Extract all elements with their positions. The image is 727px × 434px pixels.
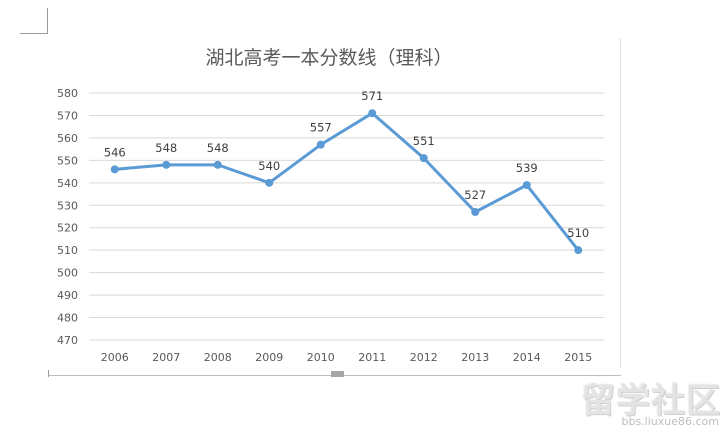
y-tick-label: 540 — [57, 177, 78, 190]
data-point — [316, 140, 325, 149]
y-tick-label: 490 — [57, 289, 78, 302]
y-tick-label: 480 — [57, 312, 78, 325]
x-tick-label: 2011 — [358, 351, 386, 364]
data-point — [162, 160, 171, 169]
data-label: 510 — [567, 226, 589, 240]
data-point — [368, 109, 377, 118]
data-point — [265, 178, 274, 187]
y-tick-label: 570 — [57, 109, 78, 122]
data-point — [471, 208, 480, 217]
y-tick-label: 560 — [57, 132, 78, 145]
data-label: 557 — [310, 121, 332, 135]
data-label: 548 — [155, 141, 177, 155]
x-tick-label: 2009 — [255, 351, 283, 364]
data-label: 546 — [104, 145, 126, 159]
page-edge-line — [620, 38, 621, 368]
chart-title: 湖北高考一本分数线（理科） — [205, 47, 452, 69]
data-point — [213, 160, 222, 169]
x-tick-label: 2014 — [513, 351, 541, 364]
crop-mark-vertical — [47, 8, 48, 34]
x-tick-label: 2007 — [152, 351, 180, 364]
site-watermark: 留学社区 bbs.liuxue86.com — [568, 373, 727, 434]
gridlines — [89, 92, 604, 341]
data-point — [522, 181, 531, 190]
crop-mark-horizontal — [20, 33, 48, 34]
series-layer — [110, 109, 583, 255]
data-point — [110, 165, 119, 174]
data-label: 548 — [207, 141, 229, 155]
watermark-logo: 留学社区 — [581, 381, 721, 421]
data-label: 527 — [464, 188, 486, 202]
x-tick-label: 2006 — [101, 351, 129, 364]
y-tick-label: 500 — [57, 267, 78, 280]
x-axis-ticks: 2006 2007 2008 2009 2010 2011 2012 2013 2014 2015 — [101, 351, 593, 364]
y-tick-label: 530 — [57, 199, 78, 212]
y-tick-label: 520 — [57, 222, 78, 235]
y-axis-ticks: 470 480 490 500 510 520 530 540 550 560 570 580 — [57, 87, 78, 347]
chart-frame-tick — [48, 370, 49, 377]
chart-resize-handle[interactable] — [331, 371, 344, 377]
y-tick-label: 550 — [57, 154, 78, 167]
x-tick-label: 2015 — [564, 351, 592, 364]
data-label: 540 — [258, 159, 280, 173]
y-tick-label: 470 — [57, 334, 78, 347]
data-labels: 546 548 548 540 557 571 551 527 539 510 — [104, 89, 589, 240]
x-tick-label: 2013 — [461, 351, 489, 364]
y-tick-label: 510 — [57, 244, 78, 257]
series-line — [114, 111, 580, 252]
x-tick-label: 2008 — [204, 351, 232, 364]
x-tick-label: 2010 — [307, 351, 335, 364]
data-label: 551 — [413, 134, 435, 148]
data-label: 539 — [516, 161, 538, 175]
data-point — [574, 246, 583, 255]
watermark-url: bbs.liuxue86.com — [621, 415, 719, 428]
data-label: 571 — [361, 89, 383, 103]
y-tick-label: 580 — [57, 87, 78, 100]
x-tick-label: 2012 — [410, 351, 438, 364]
data-point — [419, 154, 428, 163]
